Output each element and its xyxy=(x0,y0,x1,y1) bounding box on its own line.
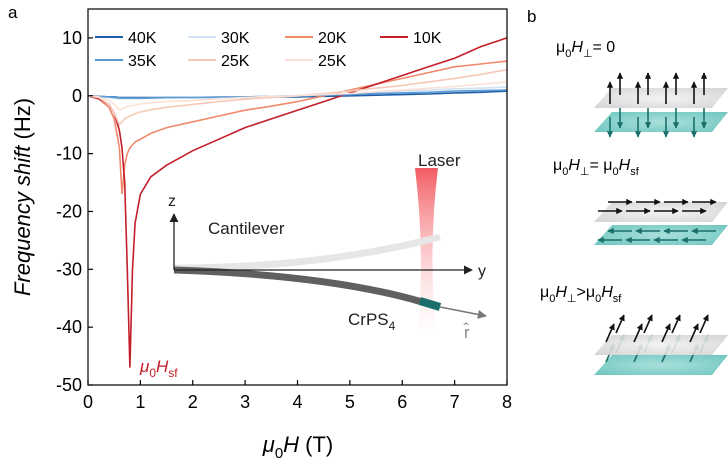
x-label-part: μ xyxy=(262,432,275,457)
annotation-part: 0 xyxy=(149,366,156,380)
state-label-part: 0 xyxy=(565,48,571,60)
state-label: μ0H⊥>μ0Hsf xyxy=(540,284,622,305)
legend-label: 30K xyxy=(221,30,250,47)
y-tick-label: -30 xyxy=(56,259,82,279)
panel-label: a xyxy=(8,3,18,22)
x-tick-label: 2 xyxy=(188,392,198,412)
legend-label: 40K xyxy=(128,30,157,47)
state-label-part: H xyxy=(568,157,580,174)
y-tick-label: 0 xyxy=(72,86,82,106)
state-label-part: H xyxy=(619,157,631,174)
state-label-part: μ xyxy=(553,157,562,174)
state-label-part: sf xyxy=(630,166,640,178)
y-label-part: Frequency shift xyxy=(10,145,35,296)
x-label-part: (T) xyxy=(299,432,333,457)
state-label-part: H xyxy=(601,284,613,301)
layer-plane xyxy=(594,112,728,132)
layer-plane xyxy=(594,88,728,108)
series-line xyxy=(87,60,508,195)
spin-arrow xyxy=(671,314,681,334)
x-axis-label: μ0H (T) xyxy=(262,432,334,462)
legend-label: 35K xyxy=(128,53,157,70)
inset-schematic: Laser Cantilever z y CrPS4 r̂ xyxy=(168,151,487,342)
spin-arrow xyxy=(689,323,699,343)
state-label-part: sf xyxy=(613,293,623,305)
spin-arrow xyxy=(643,314,653,334)
layer-plane xyxy=(594,225,728,245)
state-label-part: ⊥ xyxy=(567,293,577,305)
spin-arrow xyxy=(633,323,643,343)
state-label-part: μ xyxy=(556,39,565,56)
layer-plane xyxy=(594,202,728,222)
annotation: Laser xyxy=(418,151,461,170)
annotation: CrPS4 xyxy=(348,310,396,333)
spin-arrow xyxy=(615,314,625,334)
series-line xyxy=(87,68,508,127)
annotation-part: μ xyxy=(139,357,150,376)
layer-plane xyxy=(594,335,728,355)
state-label-part: = μ xyxy=(590,157,613,174)
annotation-part: sf xyxy=(168,366,178,380)
spin-arrow xyxy=(699,314,709,334)
y-tick-label: -20 xyxy=(56,201,82,221)
state-label: μ0H⊥= 0 xyxy=(556,39,615,60)
laser-beam xyxy=(415,168,438,330)
x-tick-label: 7 xyxy=(450,392,460,412)
x-tick-label: 4 xyxy=(292,392,302,412)
state-label-part: H xyxy=(571,39,583,56)
x-tick-label: 5 xyxy=(345,392,355,412)
spin-arrow xyxy=(605,323,615,343)
panel-label: b xyxy=(527,7,536,26)
annotation: r̂ xyxy=(463,322,470,342)
x-label-part: 0 xyxy=(275,445,283,462)
state-label-part: 0 xyxy=(562,166,568,178)
x-tick-label: 3 xyxy=(240,392,250,412)
y-tick-label: -40 xyxy=(56,317,82,337)
annotation: z xyxy=(168,193,176,210)
x-tick-label: 8 xyxy=(502,392,512,412)
legend-label: 25K xyxy=(318,53,347,70)
state-label-part: 0 xyxy=(595,293,601,305)
state-label-part: ⊥ xyxy=(580,166,590,178)
y-label-part: (Hz) xyxy=(10,98,35,146)
spin-arrow xyxy=(661,323,671,343)
x-tick-label: 0 xyxy=(83,392,93,412)
legend-label: 20K xyxy=(318,30,347,47)
y-tick-label: -10 xyxy=(56,144,82,164)
state-label-part: μ xyxy=(540,284,549,301)
state-label-part: ⊥ xyxy=(583,48,593,60)
r-arrow xyxy=(439,306,487,319)
x-tick-label: 6 xyxy=(397,392,407,412)
y-tick-label: 10 xyxy=(62,28,82,48)
cantilever-bent xyxy=(173,266,423,306)
legend-label: 10K xyxy=(413,30,442,47)
annotation-part: H xyxy=(156,357,169,376)
annotation: Cantilever xyxy=(208,219,285,238)
sample-tip xyxy=(418,297,442,311)
state-label-part: = 0 xyxy=(593,39,616,56)
plot-area xyxy=(87,37,508,368)
state-label: μ0H⊥= μ0Hsf xyxy=(553,157,640,178)
annotation-part: 4 xyxy=(389,319,396,333)
y-axis-label: Frequency shift (Hz) xyxy=(10,98,35,296)
series-line xyxy=(87,37,508,368)
state-label-part: >μ xyxy=(577,284,596,301)
state-label-part: 0 xyxy=(613,166,619,178)
annotation: μ0Hsf xyxy=(139,357,178,380)
state-label-part: 0 xyxy=(549,293,555,305)
legend-label: 25K xyxy=(221,53,250,70)
x-tick-label: 1 xyxy=(135,392,145,412)
series-line xyxy=(87,89,508,99)
state-label-part: H xyxy=(555,284,567,301)
cantilever-rest xyxy=(173,233,441,272)
series-line xyxy=(87,81,508,112)
annotation-part: CrPS xyxy=(348,310,389,329)
annotation: y xyxy=(478,263,486,280)
layer-plane xyxy=(594,355,728,375)
x-label-part: H xyxy=(283,432,299,457)
y-tick-label: -50 xyxy=(56,375,82,395)
